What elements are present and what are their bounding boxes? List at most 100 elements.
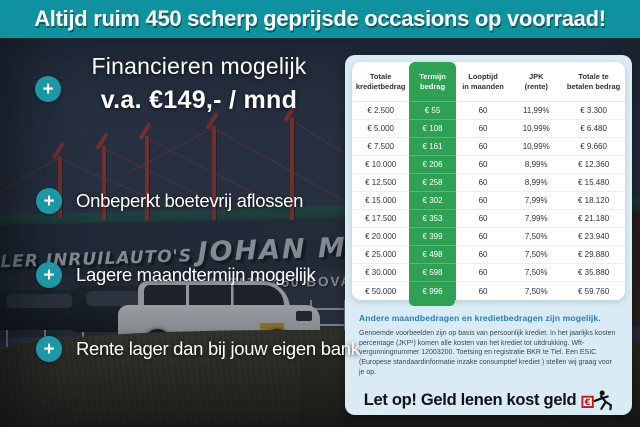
table-cell: € 9.660 (562, 138, 625, 156)
table-cell: 10,99% (510, 138, 563, 156)
table-header: JPK (rente) (510, 62, 563, 102)
table-cell: € 2.500 (352, 102, 410, 120)
table-cell: 8,99% (510, 174, 563, 192)
table-cell: € 15.000 (352, 192, 410, 210)
table-cell: € 108 (409, 120, 456, 138)
credit-warning: Let op! Geld lenen kost geld € (345, 389, 632, 411)
bullet-label: Onbeperkt boetevrij aflossen (76, 190, 304, 211)
svg-text:€: € (584, 397, 591, 407)
table-cell: 60 (455, 228, 511, 246)
table-cell: 60 (455, 210, 511, 228)
table-row: € 50.000 € 996 60 7,50% € 59.760 (352, 282, 625, 300)
table-cell: 60 (455, 156, 511, 174)
credit-warning-text: Let op! Geld lenen kost geld (363, 390, 577, 409)
table-row: € 10.000 € 206 60 8,99% € 12.360 (352, 156, 625, 174)
suv-grille (296, 311, 312, 321)
table-cell: € 18.120 (562, 192, 625, 210)
table-cell: 60 (455, 192, 511, 210)
table-cell: € 258 (409, 174, 456, 192)
red-mast (138, 122, 152, 220)
table-header: Termijn bedrag (409, 62, 456, 102)
table-cell: € 20.000 (352, 228, 410, 246)
financing-headline-block: Financieren mogelijk v.a. €149,- / mnd (58, 53, 340, 115)
table-cell: € 399 (409, 228, 456, 246)
table-cell: € 7.500 (352, 138, 410, 156)
table-header: Looptijd in maanden (455, 62, 511, 102)
red-mast (51, 142, 65, 218)
table-cell: 60 (455, 174, 511, 192)
promo-bullet: + Onbeperkt boetevrij aflossen (36, 188, 303, 214)
table-row: € 17.500 € 353 60 7,99% € 21.180 (352, 210, 625, 228)
table-row: € 12.500 € 258 60 8,99% € 15.480 (352, 174, 625, 192)
table-row: € 20.000 € 399 60 7,50% € 23.940 (352, 228, 625, 246)
table-cell: 7,99% (510, 192, 563, 210)
table-cell: € 996 (409, 282, 456, 300)
disclaimer-body: Genoemde voorbeelden zijn op basis van p… (359, 330, 616, 376)
suv-windows (144, 285, 284, 306)
table-cell: € 353 (409, 210, 456, 228)
license-plate (260, 323, 284, 331)
banner-text: Altijd ruim 450 scherp geprijsde occasio… (34, 6, 606, 31)
disclaimer-block: Andere maandbedragen en kredietbedragen … (359, 313, 618, 377)
table-row: € 25.000 € 498 60 7,50% € 29.880 (352, 246, 625, 264)
table-header: Totale te betalen bedrag (562, 62, 625, 102)
promo-bullet: + Rente lager dan bij jouw eigen bank (36, 336, 360, 362)
table-cell: € 29.880 (562, 246, 625, 264)
table-header: Totale kredietbedrag (352, 62, 410, 102)
table-row: € 2.500 € 55 60 11,99% € 3.300 (352, 102, 625, 120)
green-column-tail (409, 300, 455, 306)
table-cell: 7,50% (510, 246, 563, 264)
table-cell: 7,50% (510, 264, 563, 282)
bullet-label: Rente lager dan bij jouw eigen bank (76, 338, 360, 359)
table-cell: 10,99% (510, 120, 563, 138)
plus-icon: + (36, 188, 62, 214)
plus-icon: + (35, 76, 61, 102)
top-banner: Altijd ruim 450 scherp geprijsde occasio… (0, 0, 640, 38)
table-cell: € 55 (409, 102, 456, 120)
table-cell: 60 (455, 102, 511, 120)
table-row: € 5.000 € 108 60 10,99% € 6.480 (352, 120, 625, 138)
table-cell: € 12.500 (352, 174, 410, 192)
table-cell: € 15.480 (562, 174, 625, 192)
disclaimer-heading: Andere maandbedragen en kredietbedragen … (359, 313, 601, 323)
promo-overlay: + Financieren mogelijk v.a. €149,- / mnd… (0, 38, 360, 427)
table-cell: € 5.000 (352, 120, 410, 138)
table-cell: € 598 (409, 264, 456, 282)
table-cell: 60 (478, 286, 488, 296)
promo-bullet: + Lagere maandtermijn mogelijk (36, 262, 316, 288)
table-cell: € 161 (409, 138, 456, 156)
table-cell: 60 (455, 264, 511, 282)
table-row: € 15.000 € 302 60 7,99% € 18.120 (352, 192, 625, 210)
table-cell: 60 (455, 138, 511, 156)
table-row: € 30.000 € 598 60 7,50% € 35.880 (352, 264, 625, 282)
bullet-label: Lagere maandtermijn mogelijk (76, 264, 316, 285)
table-row: € 7.500 € 161 60 10,99% € 9.660 (352, 138, 625, 156)
table-cell: 7,50% (510, 228, 563, 246)
table-cell: 11,99% (510, 102, 563, 120)
table-cell: 8,99% (510, 156, 563, 174)
table-cell: 60 (455, 246, 511, 264)
table-cell: € 302 (409, 192, 456, 210)
financing-price: v.a. €149,- / mnd (100, 86, 298, 114)
finance-table: Totale kredietbedrag Termijn bedrag Loop… (352, 62, 625, 300)
table-cell: € 21.180 (562, 210, 625, 228)
table-header-row: Totale kredietbedrag Termijn bedrag Loop… (352, 62, 625, 102)
red-mast (283, 104, 297, 220)
geld-lenen-kost-geld-icon: € (581, 390, 613, 411)
plus-icon: + (36, 336, 62, 362)
table-cell: 60 (455, 120, 511, 138)
table-cell: € 35.880 (562, 264, 625, 282)
table-cell: € 6.480 (562, 120, 625, 138)
financing-headline: Financieren mogelijk (91, 53, 307, 79)
table-cell: € 498 (409, 246, 456, 264)
table-cell: € 10.000 (352, 156, 410, 174)
table-cell: € 3.300 (562, 102, 625, 120)
red-mast (95, 132, 109, 220)
table-cell: € 206 (409, 156, 456, 174)
finance-card: Totale kredietbedrag Termijn bedrag Loop… (345, 55, 632, 415)
table-cell: 7,99% (510, 210, 563, 228)
table-cell: € 17.500 (352, 210, 410, 228)
table-cell: 7,50% (524, 286, 548, 296)
table-cell: € 12.360 (562, 156, 625, 174)
